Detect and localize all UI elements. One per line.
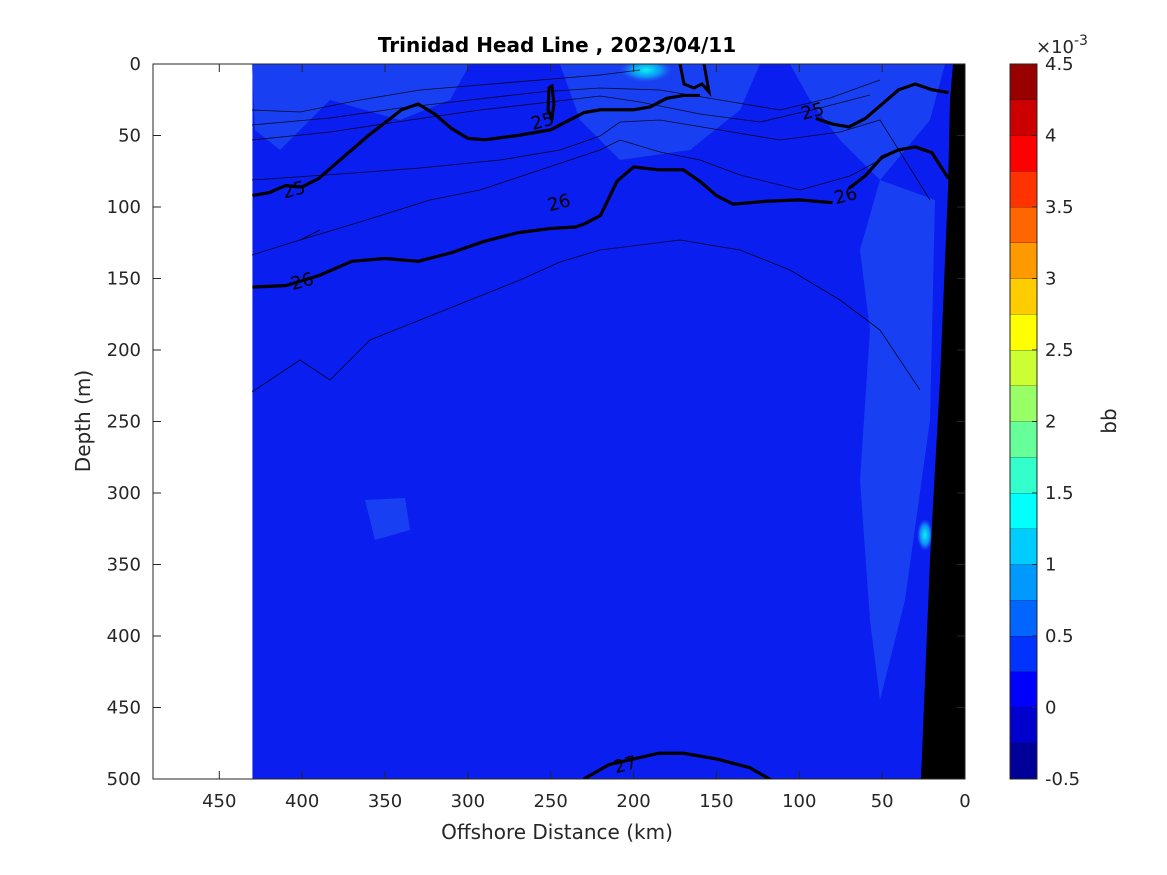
y-tick-label: 500 (107, 769, 141, 790)
bb-hotspot (620, 64, 672, 82)
colorbar-segment (1010, 207, 1037, 243)
colorbar-segment (1010, 528, 1037, 565)
y-tick-label: 100 (107, 197, 141, 218)
colorbar-tick-label: 1 (1045, 555, 1056, 576)
y-tick-label: 350 (107, 555, 141, 576)
colorbar-tick-label: 2 (1045, 412, 1056, 433)
chart-title: Trinidad Head Line , 2023/04/11 (378, 33, 736, 57)
y-tick-label: 400 (107, 626, 141, 647)
x-tick-label: 400 (285, 791, 319, 812)
x-tick-label: 250 (534, 791, 568, 812)
y-tick-label: 450 (107, 698, 141, 719)
x-tick-label: 350 (368, 791, 402, 812)
y-tick-label: 50 (118, 126, 141, 147)
colorbar-segment (1010, 457, 1037, 493)
bb-patch-3 (860, 180, 935, 700)
x-tick-label: 300 (451, 791, 485, 812)
density-contour-25-1 (815, 82, 949, 129)
bb-patch-2 (790, 64, 945, 180)
colorbar-tick-label: 4.5 (1045, 54, 1074, 75)
colorbar-segments (1010, 63, 1037, 779)
x-tick-label: 150 (699, 791, 733, 812)
y-tick-label: 0 (130, 54, 141, 75)
y-tick-label: 150 (107, 269, 141, 290)
colorbar-segment (1010, 242, 1037, 279)
colorbar-tick-label: 2.5 (1045, 340, 1074, 361)
colorbar-exponent: ×10-3 (1036, 33, 1088, 58)
bb-patch-0 (252, 64, 470, 150)
colorbar-tick-label: 0.5 (1045, 626, 1074, 647)
bb-field (252, 64, 965, 779)
y-axis-label: Depth (m) (71, 370, 95, 472)
density-contour-lines (252, 64, 950, 779)
thin-contour-1 (251, 79, 881, 126)
y-tick-label: 200 (107, 340, 141, 361)
colorbar-segment (1010, 707, 1037, 744)
colorbar-segment (1010, 421, 1037, 458)
colorbar-segment (1010, 671, 1037, 708)
colorbar-segment (1010, 135, 1037, 172)
bb-hotspot-nearshore (917, 519, 933, 551)
x-tick-label: 100 (782, 791, 816, 812)
colorbar-segment (1010, 171, 1037, 207)
density-contour-25-top (678, 64, 712, 98)
x-tick-label: 450 (202, 791, 236, 812)
colorbar-segment (1010, 600, 1037, 636)
colorbar-tick-label: 1.5 (1045, 483, 1074, 504)
colorbar-segment (1010, 99, 1037, 136)
colorbar-tick-label: 0 (1045, 698, 1056, 719)
colorbar-label: bb (1097, 408, 1121, 433)
y-axis-ticks: 0 50 100 150 200 250 300 350 400 450 500 (107, 54, 965, 790)
density-contour-25-0 (252, 93, 700, 198)
thin-contour-4 (251, 139, 901, 256)
density-contour-26-2 (252, 165, 833, 289)
colorbar: -0.5 0 0.5 1 1.5 2 2.5 3 3.5 4 4.5 ×10-3 bb (1009, 33, 1121, 790)
colorbar-segment (1010, 350, 1037, 386)
y-tick-label: 250 (107, 412, 141, 433)
thin-contour-5 (251, 239, 921, 393)
colorbar-segment (1010, 314, 1037, 350)
colorbar-segment (1010, 636, 1037, 672)
colorbar-ticks: -0.5 0 0.5 1 1.5 2 2.5 3 3.5 4 4.5 (1032, 54, 1080, 790)
bb-patch-4 (365, 498, 410, 540)
bathymetry-mask (921, 64, 965, 779)
x-axis-label: Offshore Distance (km) (441, 820, 673, 844)
colorbar-segment (1010, 385, 1037, 422)
density-contour-26-3 (848, 145, 950, 190)
x-tick-label: 0 (959, 791, 970, 812)
density-contour-25-loop (546, 83, 556, 123)
x-axis-ticks: 450 400 350 300 250 200 150 100 50 0 (202, 64, 971, 812)
colorbar-tick-label: 3.5 (1045, 197, 1074, 218)
colorbar-tick-label: 3 (1045, 269, 1056, 290)
x-tick-label: 200 (616, 791, 650, 812)
x-tick-label: 50 (871, 791, 894, 812)
colorbar-segment (1010, 743, 1037, 779)
colorbar-segment (1010, 64, 1037, 100)
thin-contour-0 (251, 69, 641, 113)
colorbar-tick-label: -0.5 (1045, 769, 1080, 790)
colorbar-segment (1010, 278, 1037, 315)
thin-contour-3 (251, 119, 931, 201)
colorbar-segment (1010, 493, 1037, 529)
thin-contour-6 (299, 229, 321, 241)
y-tick-label: 300 (107, 483, 141, 504)
colorbar-segment (1010, 564, 1037, 601)
colorbar-tick-label: 4 (1045, 126, 1056, 147)
density-contour-27-4 (583, 751, 773, 779)
